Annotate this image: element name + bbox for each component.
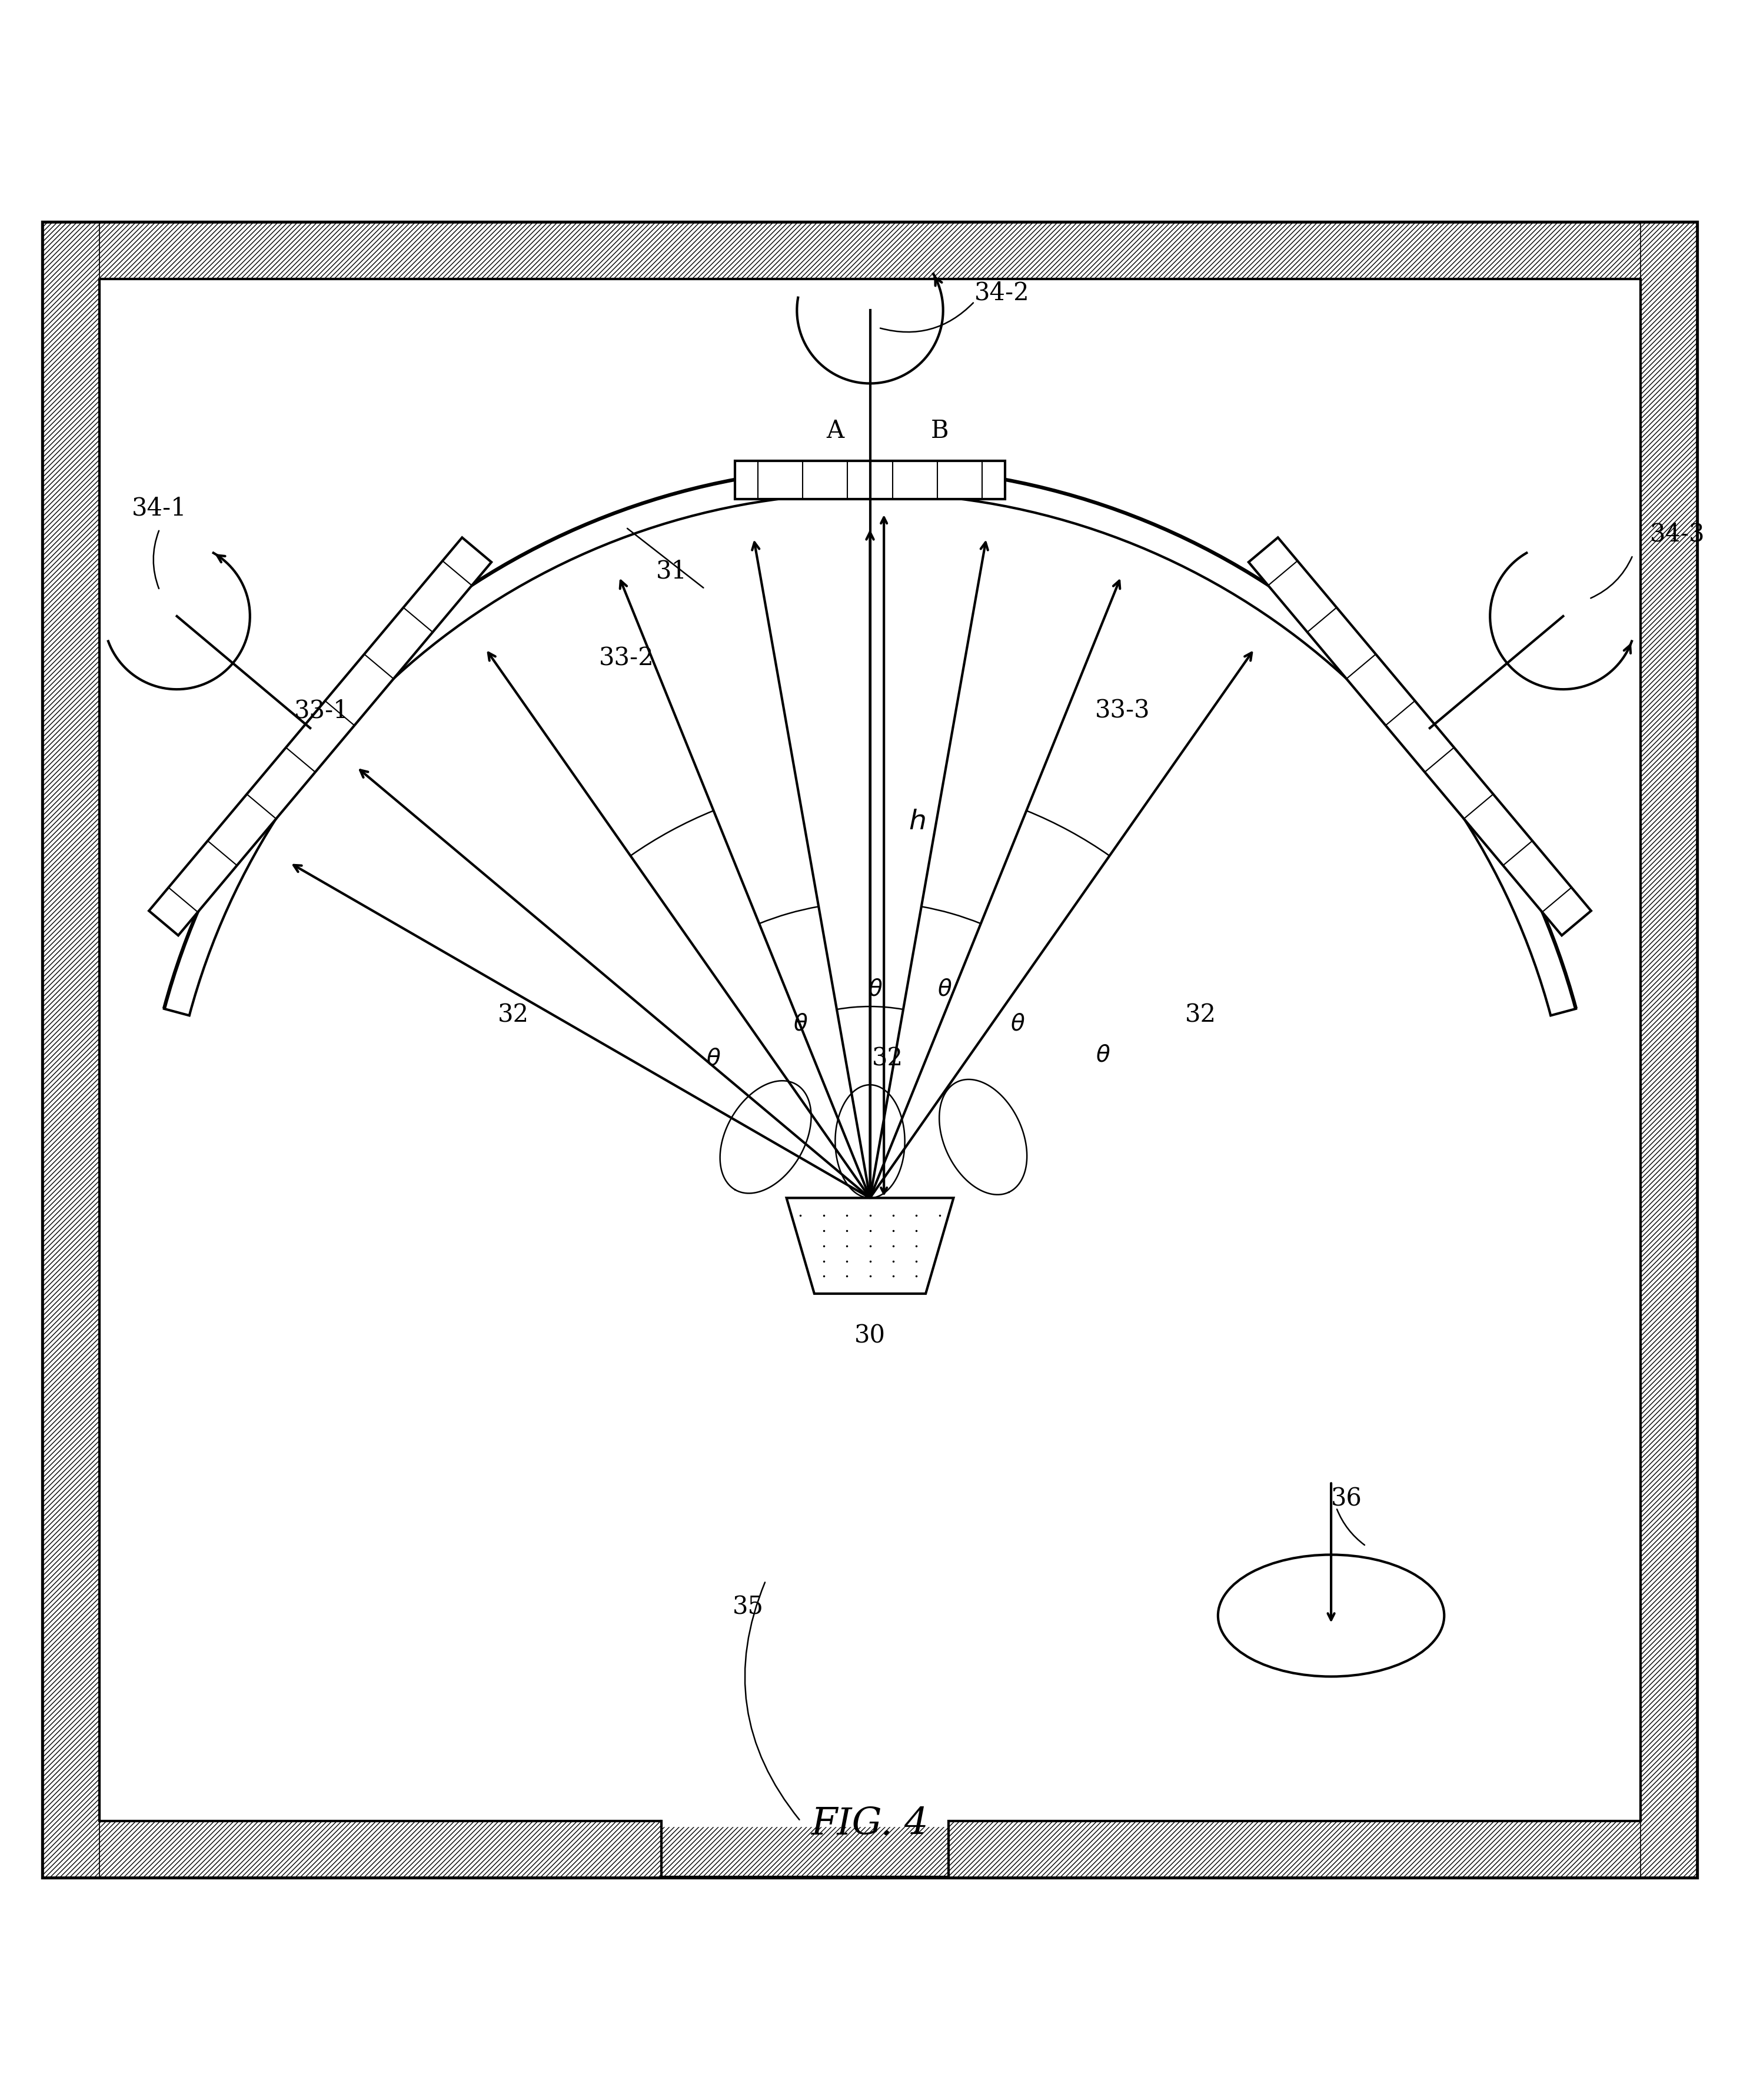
Text: 32: 32: [1185, 1004, 1216, 1027]
Polygon shape: [44, 1821, 1697, 1877]
Text: 33-2: 33-2: [599, 647, 654, 670]
Text: 33-1: 33-1: [294, 699, 350, 722]
Text: 31: 31: [656, 559, 687, 584]
Text: 32: 32: [872, 1046, 903, 1071]
Text: $\theta$: $\theta$: [938, 979, 952, 1000]
Polygon shape: [1641, 223, 1697, 1877]
Polygon shape: [786, 1197, 954, 1294]
Text: 34-2: 34-2: [974, 281, 1030, 304]
Text: 36: 36: [1331, 1487, 1362, 1512]
Text: 30: 30: [854, 1323, 886, 1348]
Text: 34-1: 34-1: [132, 496, 186, 521]
Text: $\theta$: $\theta$: [706, 1048, 720, 1069]
Polygon shape: [150, 538, 491, 934]
Polygon shape: [99, 279, 1641, 1821]
Ellipse shape: [1218, 1554, 1444, 1676]
Text: $h$: $h$: [908, 808, 926, 836]
Text: $\theta$: $\theta$: [868, 979, 882, 1000]
Polygon shape: [44, 223, 99, 1877]
Polygon shape: [44, 223, 1697, 279]
Text: FIG. 4: FIG. 4: [811, 1806, 929, 1842]
Text: $\theta$: $\theta$: [793, 1012, 807, 1035]
Polygon shape: [734, 460, 1006, 500]
Text: $\theta$: $\theta$: [1011, 1012, 1025, 1035]
Text: 35: 35: [733, 1594, 764, 1619]
Polygon shape: [44, 223, 1697, 1877]
Polygon shape: [1249, 538, 1590, 934]
Text: 33-3: 33-3: [1094, 699, 1150, 722]
Text: A: A: [826, 418, 844, 443]
Text: 32: 32: [498, 1004, 529, 1027]
Text: B: B: [931, 418, 948, 443]
Text: 34-3: 34-3: [1650, 523, 1705, 546]
Text: $\theta$: $\theta$: [1096, 1044, 1110, 1067]
